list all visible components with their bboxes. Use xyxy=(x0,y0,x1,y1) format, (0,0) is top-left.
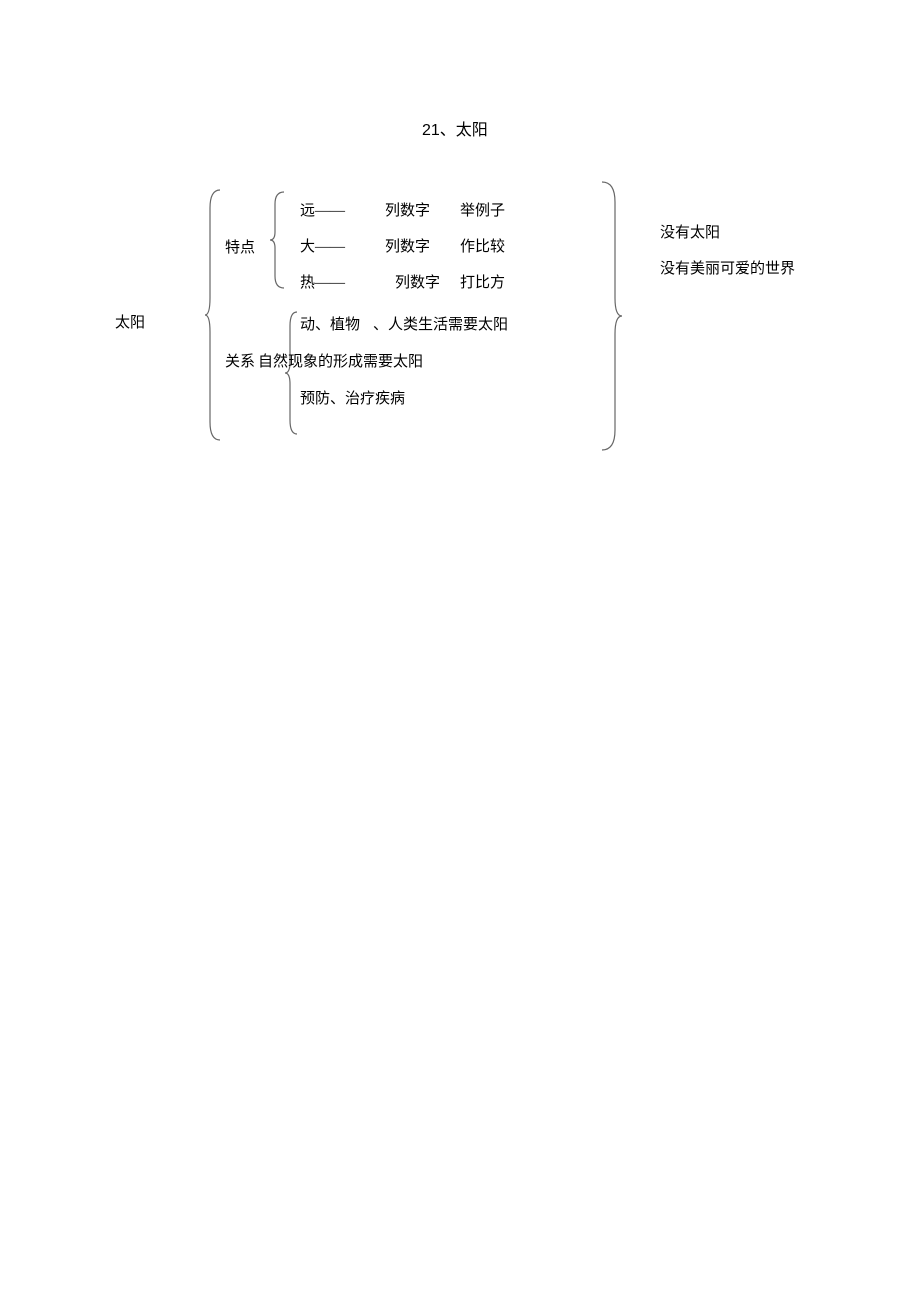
feat-row2-c2: 作比较 xyxy=(460,240,505,255)
branch2-prefix: 关系 xyxy=(225,355,255,370)
conclusion-line2: 没有美丽可爱的世界 xyxy=(660,262,795,277)
feat-row2-c1: 列数字 xyxy=(385,240,430,255)
brace-features xyxy=(270,190,288,290)
feat-row1-c1: 列数字 xyxy=(385,204,430,219)
root-label: 太阳 xyxy=(115,316,145,331)
brace-main-open xyxy=(205,188,225,442)
rel-row1b: 、人类生活需要太阳 xyxy=(373,318,508,333)
conclusion-line1: 没有太阳 xyxy=(660,226,720,241)
feat-row1-key: 远—— xyxy=(300,204,345,219)
brace-main-close xyxy=(600,180,622,452)
feat-row2-key: 大—— xyxy=(300,240,345,255)
rel-row2: 自然现象的形成需要太阳 xyxy=(258,355,423,370)
page: 21、太阳 太阳 特点 远—— 列数字 举例子 大—— 列数字 作比较 热—— … xyxy=(0,0,920,1303)
rel-row3: 预防、治疗疾病 xyxy=(300,392,405,407)
feat-row3-c1: 列数字 xyxy=(395,276,440,291)
feat-row1-c2: 举例子 xyxy=(460,204,505,219)
rel-row1a: 动、植物 xyxy=(300,318,360,333)
branch1-label: 特点 xyxy=(225,241,255,256)
diagram-title: 21、太阳 xyxy=(422,123,488,139)
feat-row3-c2: 打比方 xyxy=(460,276,505,291)
feat-row3-key: 热—— xyxy=(300,276,345,291)
brace-relations xyxy=(285,310,301,436)
